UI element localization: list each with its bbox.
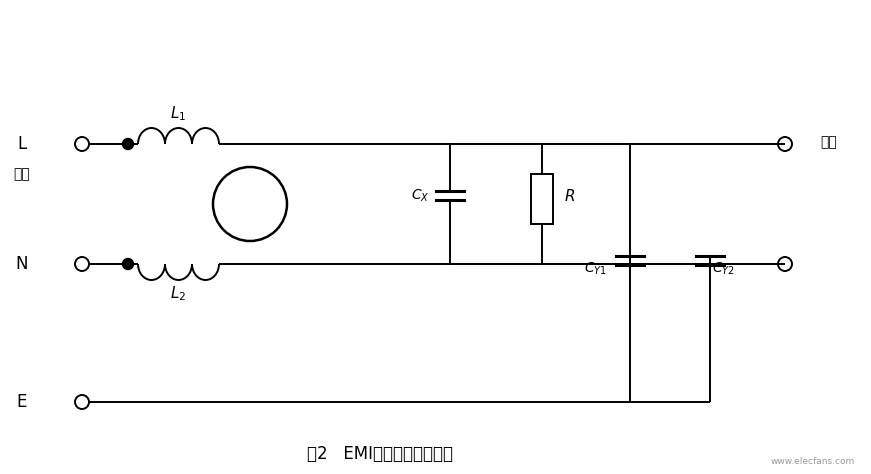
Text: www.elecfans.com: www.elecfans.com [771,456,855,465]
Text: 负载: 负载 [820,135,837,149]
Text: $R$: $R$ [564,188,575,204]
Text: $L_1$: $L_1$ [171,105,186,123]
Text: 图2   EMI电源滤波网络结构: 图2 EMI电源滤波网络结构 [307,445,453,463]
Text: $L_2$: $L_2$ [171,285,186,303]
Bar [531,174,553,224]
Text: 电源: 电源 [14,167,30,181]
Text: $C_{Y1}$: $C_{Y1}$ [584,261,606,277]
Text: $C_{Y2}$: $C_{Y2}$ [712,261,735,277]
Circle shape [123,258,133,270]
Text: L: L [17,135,27,153]
Text: N: N [16,255,28,273]
Text: $C_X$: $C_X$ [411,188,429,204]
Text: E: E [17,393,27,411]
Circle shape [123,138,133,149]
